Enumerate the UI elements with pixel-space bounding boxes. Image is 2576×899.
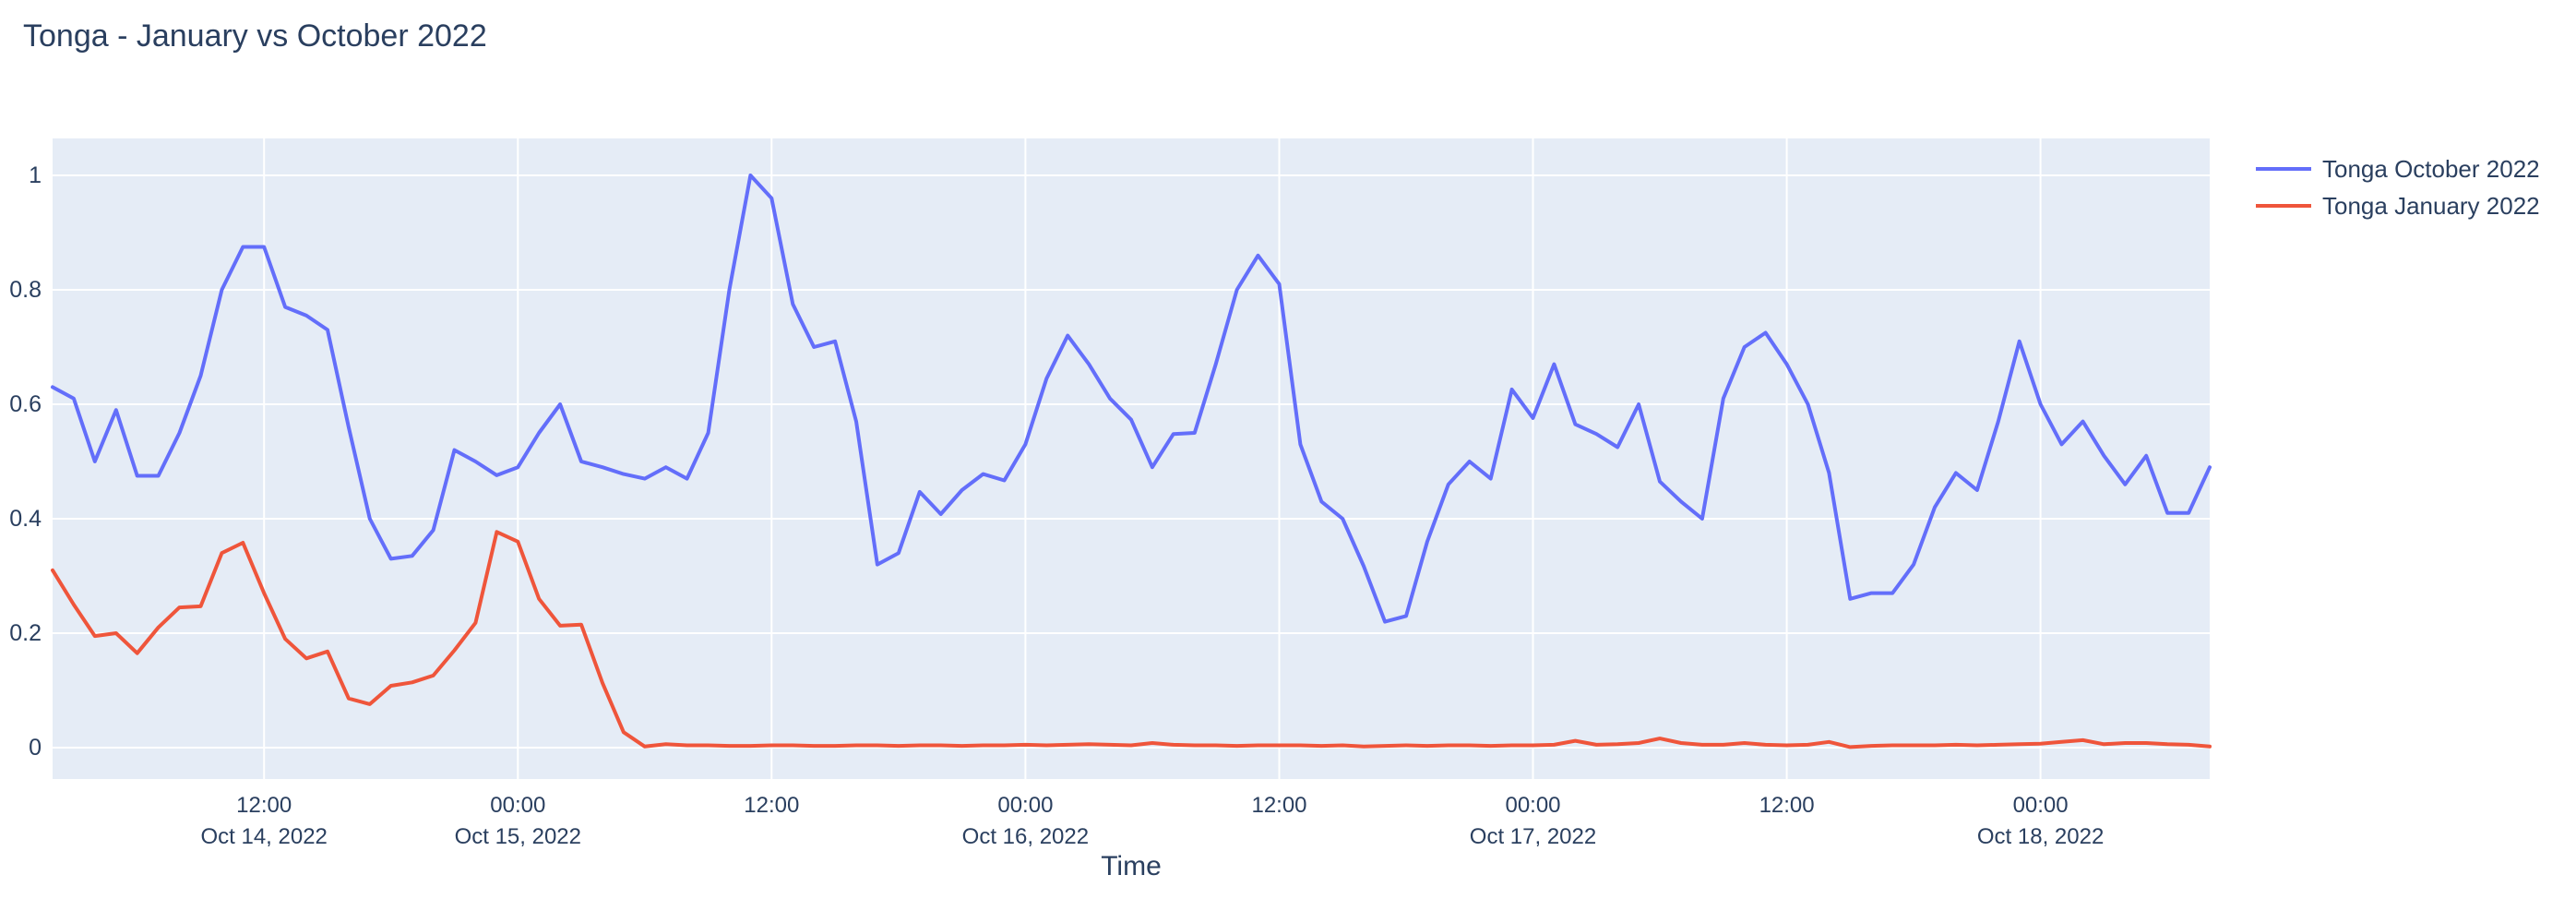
- legend-item-tonga-january-2022[interactable]: Tonga January 2022: [2256, 187, 2540, 224]
- x-tick-label: 00:00: [997, 793, 1053, 818]
- legend-line-sample-january-icon: [2256, 204, 2311, 208]
- legend-label: Tonga January 2022: [2322, 191, 2540, 220]
- y-tick-label: 0.8: [9, 277, 42, 303]
- x-tick-label: 00:00: [1505, 793, 1560, 818]
- x-tick-label: 00:00: [2013, 793, 2069, 818]
- series-line-tonga-october-2022[interactable]: [51, 174, 2212, 624]
- legend-item-tonga-october-2022[interactable]: Tonga October 2022: [2256, 150, 2540, 187]
- plot-background: [53, 138, 2210, 779]
- x-tick-label: Oct 15, 2022: [455, 824, 581, 849]
- x-axis-title: Time: [1101, 851, 1162, 881]
- y-tick-label: 0.6: [9, 391, 42, 417]
- x-tick-label: Oct 14, 2022: [200, 824, 327, 849]
- x-tick-label: 12:00: [1251, 793, 1306, 818]
- y-tick-label: 0.4: [9, 506, 42, 532]
- x-tick-label: 12:00: [744, 793, 799, 818]
- x-tick-label: 12:00: [1759, 793, 1815, 818]
- y-tick-label: 1: [29, 162, 42, 188]
- x-tick-label: Oct 16, 2022: [962, 824, 1089, 849]
- x-tick-label: Oct 17, 2022: [1470, 824, 1596, 849]
- x-tick-label: Oct 18, 2022: [1977, 824, 2104, 849]
- series-line-tonga-january-2022[interactable]: [51, 530, 2212, 749]
- legend-label: Tonga October 2022: [2322, 154, 2540, 183]
- x-tick-label: 00:00: [490, 793, 545, 818]
- chart-title: Tonga - January vs October 2022: [23, 18, 487, 54]
- y-tick-label: 0.2: [9, 620, 42, 646]
- y-tick-label: 0: [29, 735, 42, 761]
- x-tick-label: 12:00: [236, 793, 292, 818]
- legend-line-sample-october-icon: [2256, 167, 2311, 171]
- legend: Tonga October 2022 Tonga January 2022: [2256, 150, 2540, 224]
